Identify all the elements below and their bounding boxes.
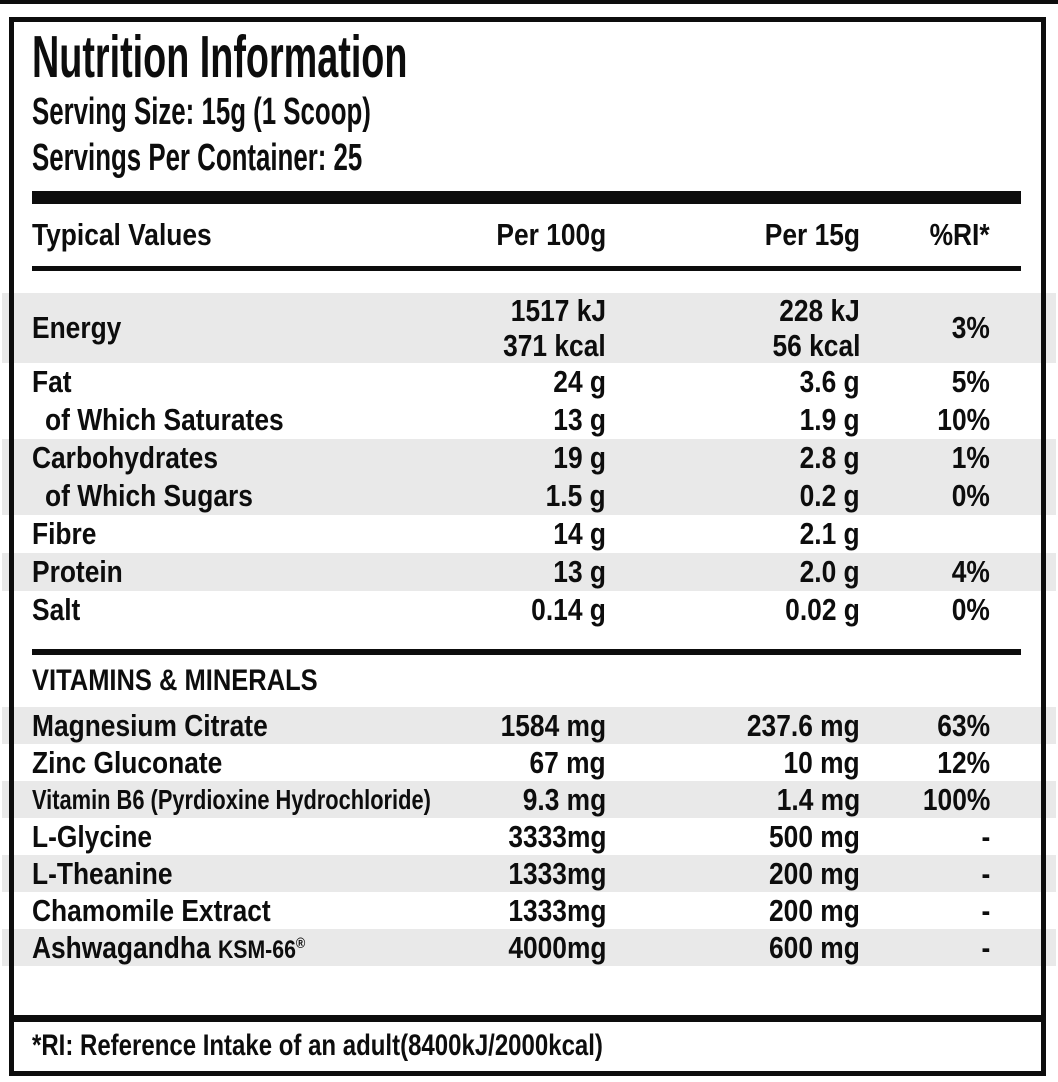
value-ri: 1% bbox=[951, 440, 990, 475]
value-per100g: 1517 kJ 371 kcal bbox=[503, 293, 606, 363]
value-per100g: 67 mg bbox=[529, 744, 606, 780]
value-per15g: 1.4 mg bbox=[776, 781, 860, 817]
brand-name: KSM-66 bbox=[217, 935, 296, 964]
value-per15g: 10 mg bbox=[783, 744, 860, 780]
row-name: L-Theanine bbox=[32, 855, 173, 891]
row-name: Energy bbox=[32, 310, 122, 345]
page-title: Nutrition Information bbox=[32, 27, 1021, 87]
table-row-carbohydrates: Carbohydrates 19 g 2.8 g 1% bbox=[2, 439, 1056, 477]
column-header-typical-values: Typical Values bbox=[32, 217, 212, 252]
table-row-magnesium-citrate: Magnesium Citrate 1584 mg 237.6 mg 63% bbox=[2, 707, 1056, 744]
value-per100g: 4000mg bbox=[507, 929, 606, 965]
value-ri: - bbox=[981, 892, 990, 928]
row-name: L-Glycine bbox=[32, 818, 153, 854]
value-per15g: 0.02 g bbox=[785, 592, 860, 627]
value-per15g: 2.1 g bbox=[799, 516, 860, 551]
value-per15g: 0.2 g bbox=[799, 478, 860, 513]
value-ri: 0% bbox=[951, 478, 990, 513]
value-ri: 5% bbox=[951, 364, 990, 399]
servings-per-container: Servings Per Container: 25 bbox=[32, 137, 363, 179]
column-header-per100g: Per 100g bbox=[496, 217, 606, 252]
table-row-protein: Protein 13 g 2.0 g 4% bbox=[2, 553, 1056, 591]
value-ri: - bbox=[981, 818, 990, 854]
value-per15g: 200 mg bbox=[769, 892, 860, 928]
value-per15g: 2.8 g bbox=[799, 440, 860, 475]
value-per100g: 1333mg bbox=[507, 855, 606, 891]
value-ri: - bbox=[981, 929, 990, 965]
divider-thick bbox=[32, 191, 1021, 204]
label-content: Nutrition Information Serving Size: 15g … bbox=[2, 0, 1056, 966]
value-per100g: 1333mg bbox=[507, 892, 606, 928]
spacer bbox=[32, 629, 1021, 649]
table-row-zinc-gluconate: Zinc Gluconate 67 mg 10 mg 12% bbox=[32, 744, 1021, 781]
value-per15g: 237.6 mg bbox=[747, 707, 860, 743]
divider-footnote bbox=[9, 1015, 1046, 1022]
row-name: of Which Saturates bbox=[45, 402, 284, 437]
table-row-vitamin-b6: Vitamin B6 (Pyrdioxine Hydrochloride) 9.… bbox=[2, 781, 1056, 818]
table-row-chamomile-extract: Chamomile Extract 1333mg 200 mg - bbox=[32, 892, 1021, 929]
value-per100g: 13 g bbox=[553, 402, 606, 437]
value-per100g: 1584 mg bbox=[500, 707, 606, 743]
column-header-ri: %RI* bbox=[929, 217, 990, 252]
value-ri bbox=[860, 516, 1021, 552]
table-row-ashwagandha: Ashwagandha KSM-66® 4000mg 600 mg - bbox=[2, 929, 1056, 966]
footnote: *RI: Reference Intake of an adult(8400kJ… bbox=[32, 1029, 603, 1062]
value-per100g: 1.5 g bbox=[545, 478, 606, 513]
value-ri: 4% bbox=[951, 554, 990, 589]
row-name: Ashwagandha KSM-66® bbox=[32, 929, 306, 965]
value-ri: 100% bbox=[922, 781, 990, 817]
spacer bbox=[32, 271, 1021, 293]
table-row-energy: Energy 1517 kJ 371 kcal 228 kJ 56 kcal 3… bbox=[2, 293, 1056, 363]
table-row-fat: Fat 24 g 3.6 g 5% bbox=[32, 363, 1021, 401]
divider-vitamins bbox=[32, 649, 1021, 655]
divider-header bbox=[32, 266, 1021, 271]
row-name: Fibre bbox=[32, 516, 97, 551]
table-row-sugars: of Which Sugars 1.5 g 0.2 g 0% bbox=[2, 477, 1056, 515]
row-name: Protein bbox=[32, 554, 123, 589]
table-row-l-theanine: L-Theanine 1333mg 200 mg - bbox=[2, 855, 1056, 892]
value-ri: 12% bbox=[937, 744, 990, 780]
registered-mark: ® bbox=[295, 934, 306, 952]
value-per15g: 228 kJ 56 kcal bbox=[772, 293, 860, 363]
value-per15g: 200 mg bbox=[769, 855, 860, 891]
row-name: Carbohydrates bbox=[32, 440, 218, 475]
row-name: Fat bbox=[32, 364, 72, 399]
value-per100g: 24 g bbox=[553, 364, 606, 399]
row-name: Zinc Gluconate bbox=[32, 744, 223, 780]
value-per15g: 3.6 g bbox=[799, 364, 860, 399]
table-row-l-glycine: L-Glycine 3333mg 500 mg - bbox=[32, 818, 1021, 855]
row-name: Vitamin B6 (Pyrdioxine Hydrochloride) bbox=[32, 783, 431, 815]
value-per100g: 3333mg bbox=[507, 818, 606, 854]
table-row-fibre: Fibre 14 g 2.1 g bbox=[32, 515, 1021, 553]
row-name: of Which Sugars bbox=[45, 478, 253, 513]
table-row-saturates: of Which Saturates 13 g 1.9 g 10% bbox=[32, 401, 1021, 439]
page-title-text: Nutrition Information bbox=[32, 24, 408, 90]
value-per100g: 14 g bbox=[553, 516, 606, 551]
value-ri: 3% bbox=[951, 310, 990, 345]
value-per100g: 19 g bbox=[553, 440, 606, 475]
value-per15g: 2.0 g bbox=[799, 554, 860, 589]
row-name: Salt bbox=[32, 592, 81, 627]
value-per15g: 600 mg bbox=[769, 929, 860, 965]
row-name: Magnesium Citrate bbox=[32, 707, 268, 743]
serving-size: Serving Size: 15g (1 Scoop) bbox=[32, 91, 371, 133]
value-ri: 63% bbox=[937, 707, 990, 743]
value-ri: 0% bbox=[951, 592, 990, 627]
table-header-row: Typical Values Per 100g Per 15g %RI* bbox=[32, 204, 1021, 266]
value-per15g: 1.9 g bbox=[799, 402, 860, 437]
vitamins-section-title: VITAMINS & MINERALS bbox=[32, 664, 318, 697]
value-per15g: 500 mg bbox=[769, 818, 860, 854]
value-per100g: 13 g bbox=[553, 554, 606, 589]
top-edge-strip bbox=[0, 0, 1058, 4]
value-ri: - bbox=[981, 855, 990, 891]
row-name: Chamomile Extract bbox=[32, 892, 271, 928]
value-per100g: 9.3 mg bbox=[522, 781, 606, 817]
value-ri: 10% bbox=[937, 402, 990, 437]
value-per100g: 0.14 g bbox=[531, 592, 606, 627]
table-row-salt: Salt 0.14 g 0.02 g 0% bbox=[32, 591, 1021, 629]
column-header-per15g: Per 15g bbox=[764, 217, 860, 252]
